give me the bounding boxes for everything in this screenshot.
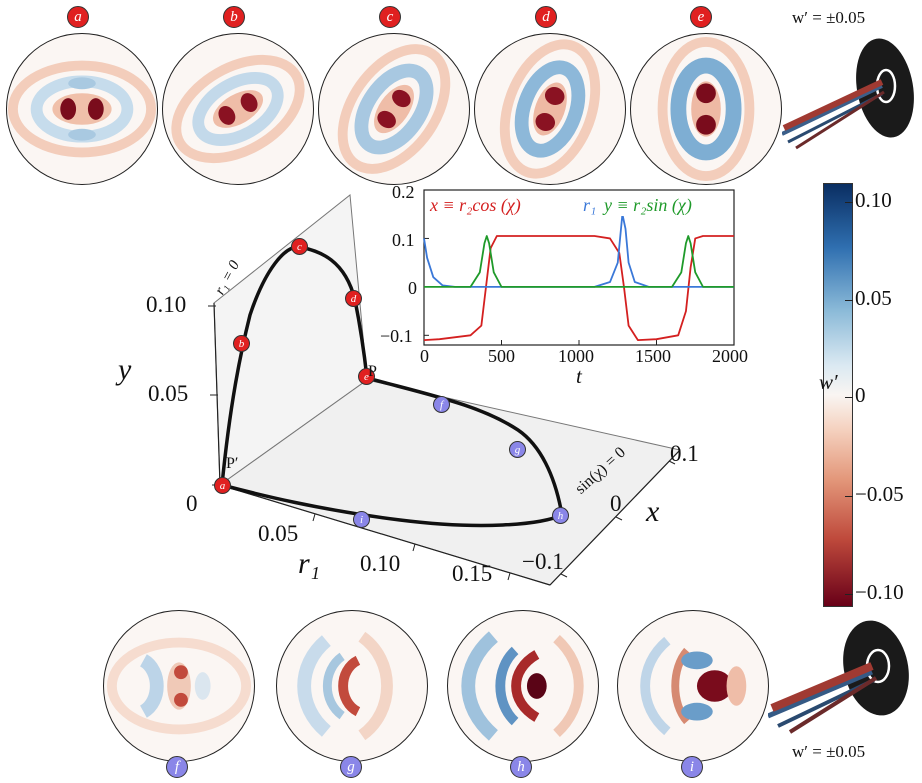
mode-disk-d [474,33,626,185]
traj-point-b: b [233,335,250,352]
mode-disk-b [162,33,314,185]
y-axis-label: y [118,353,132,386]
bottom-amplitude-label: w′ = ±0.05 [792,742,866,761]
inset-xtick-1: 500 [488,346,515,366]
inset-legend-r1: r₁ [583,195,597,216]
y-tick-2: 0 [186,491,198,516]
colorbar-tick-0: 0.10 [855,188,892,212]
mode-disk-h [447,610,599,762]
traj-point-c: c [291,238,308,255]
badge-a: a [67,6,89,28]
mode-disk-e [630,33,782,185]
inset-xlabel: t [576,364,582,388]
inset-ytick-1: 0.1 [392,230,415,250]
inset-ytick-3: −0.1 [380,326,413,346]
traj-point-d: d [345,290,362,307]
inset-xtick-3: 1500 [635,346,671,366]
x-axis-label: x [646,495,660,528]
colorbar-tick-2: 0 [855,383,866,407]
r1-axis-label: r₁ [298,547,321,580]
timeseries-inset: 0.2 0.1 0 −0.1 0 500 1000 1500 2000 t x … [380,182,770,392]
traj-point-e: e [358,368,375,385]
badge-c: c [379,6,401,28]
bottom-3d-isosurface-image [767,620,918,740]
colorbar-tick-4: −0.10 [855,580,904,604]
badge-d: d [535,6,557,28]
traj-point-a: a [214,477,231,494]
mode-disk-g [276,610,428,762]
r1-tick-2: 0.15 [452,561,493,586]
colorbar-label: w′ [819,370,838,394]
inset-series-line-2 [424,235,734,288]
mode-disk-f [103,610,255,762]
badge-g: g [340,756,362,778]
inset-xtick-0: 0 [420,346,429,366]
inset-ytick-0: 0.2 [392,182,415,202]
traj-point-g: g [509,441,526,458]
x-tick-0: 0.1 [670,441,699,466]
point-P-label: P [368,363,377,380]
top-3d-isosurface-image [781,38,922,158]
mode-disk-c [318,33,470,185]
colorbar-tick-1: 0.05 [855,286,892,310]
traj-point-f: f [433,396,450,413]
inset-ytick-2: 0 [408,278,417,298]
x-tick-2: −0.1 [522,549,564,574]
trajectory-3d-plot: a b c d e f g h i P P′ r₁ = 0 sin(χ) = 0… [100,185,720,605]
y-tick-0: 0.10 [146,292,187,317]
r1-tick-1: 0.10 [360,551,401,576]
badge-e: e [690,6,712,28]
badge-h: h [510,756,532,778]
inset-legend-x: x ≡ r₂cos (χ) [430,195,521,216]
y-tick-1: 0.05 [148,381,189,406]
badge-f: f [166,756,188,778]
top-amplitude-label: w′ = ±0.05 [792,8,866,27]
colorbar-gradient [823,183,853,607]
x-tick-1: 0 [610,491,622,516]
traj-point-h: h [552,507,569,524]
badge-b: b [223,6,245,28]
r1-tick-0: 0.05 [258,521,299,546]
inset-xtick-4: 2000 [712,346,748,366]
inset-series-line-1 [423,213,734,288]
point-Pprime-label: P′ [226,455,239,472]
inset-legend-y: y ≡ r₂sin (χ) [604,195,692,216]
badge-i: i [681,756,703,778]
traj-point-i: i [353,511,370,528]
inset-xtick-2: 1000 [558,346,594,366]
mode-disk-i [617,610,769,762]
colorbar-tick-3: −0.05 [855,482,904,506]
mode-disk-a [6,33,158,185]
